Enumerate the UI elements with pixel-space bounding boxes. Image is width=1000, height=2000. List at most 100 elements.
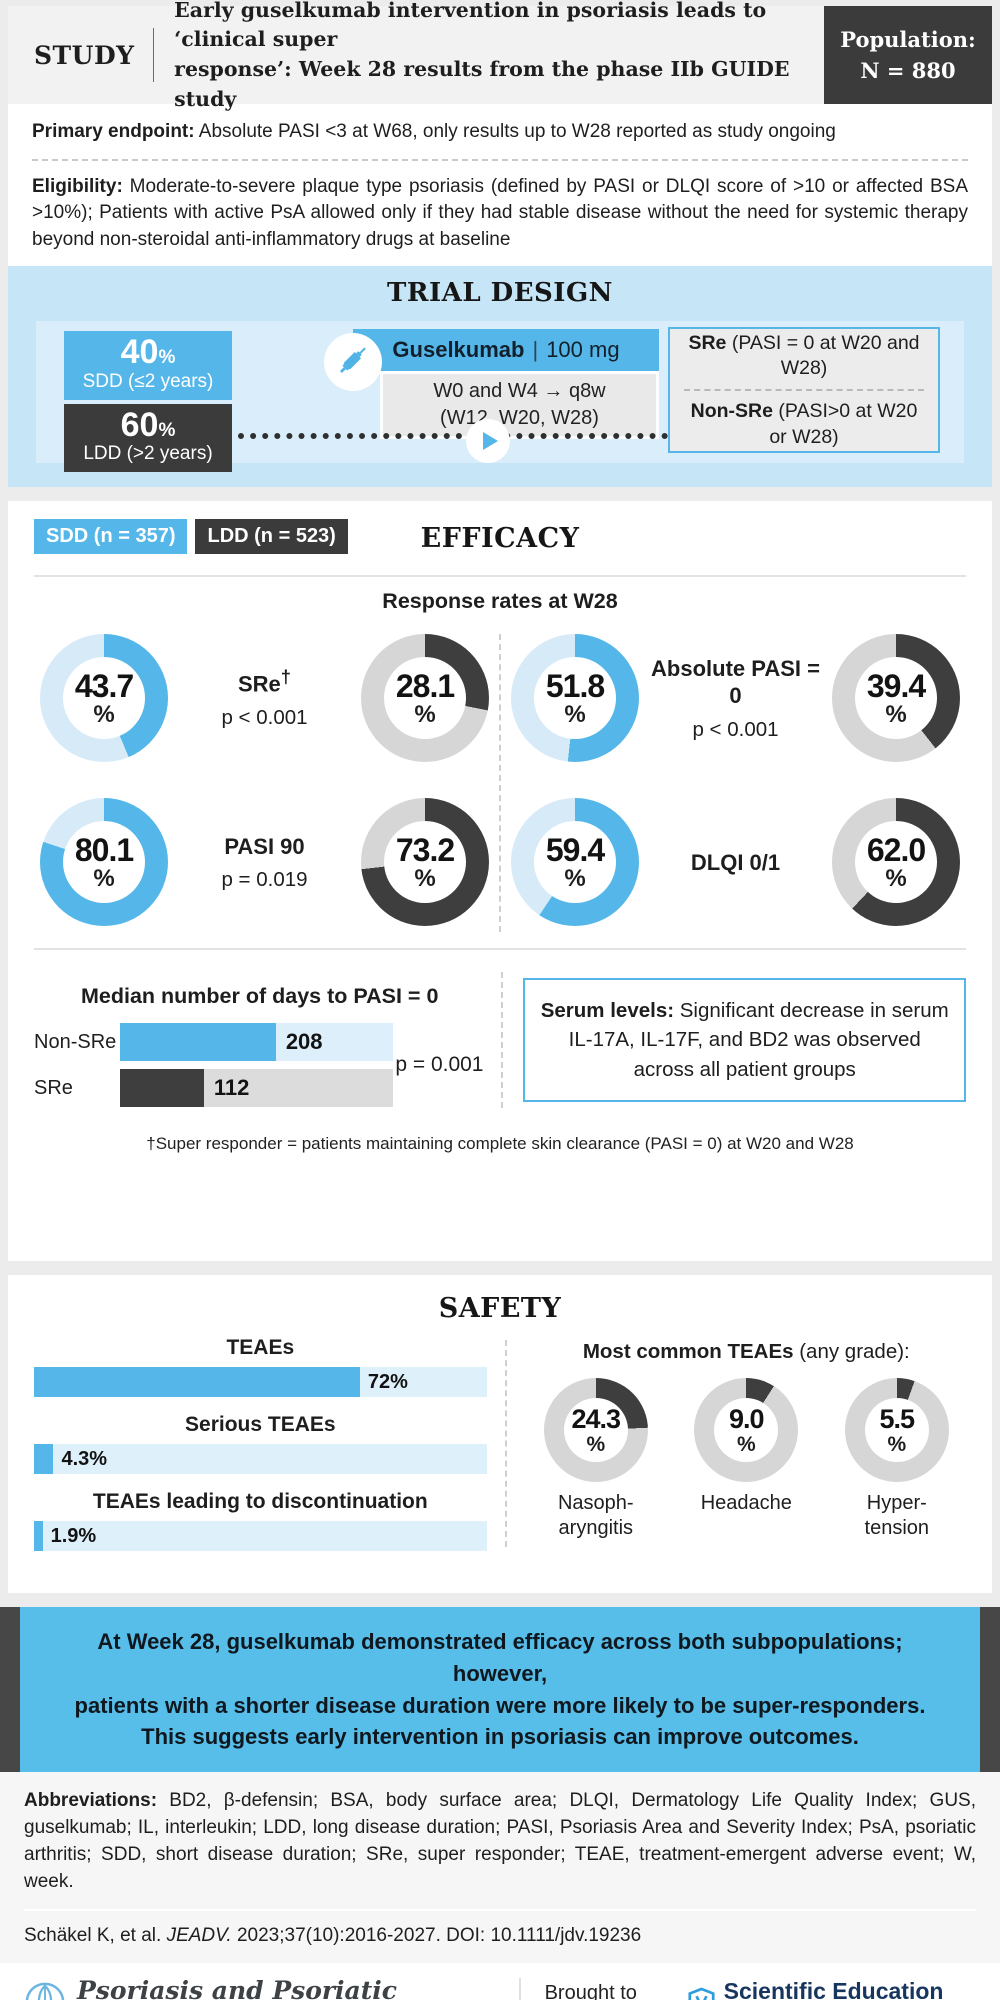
divider (34, 948, 966, 951)
nasopharyngitis-donut: 24.3 % (543, 1378, 648, 1483)
population-label: Population: (840, 26, 976, 52)
nasopharyngitis-cell: 24.3 % Nasoph- aryngitis (527, 1378, 665, 1541)
efficacy-section: SDD (n = 357) LDD (n = 523) EFFICACY Res… (8, 501, 992, 1262)
median-days-chart: Median number of days to PASI = 0 Non-SR… (34, 968, 497, 1111)
shield-icon (688, 1987, 715, 2000)
dashed-divider (32, 158, 968, 161)
nonsre-definition: Non-SRe (PASI>0 at W20 or W28) (684, 399, 924, 450)
primary-endpoint-text: Absolute PASI <3 at W68, only results up… (194, 121, 836, 142)
header-divider (152, 28, 155, 82)
median-p-value: p = 0.001 (395, 1053, 484, 1077)
metric-sre: 43.7 % SRe† p < 0.001 28.1 % (34, 634, 495, 763)
safety-bars: TEAEs 72% Serious TEAEs 4.3% TEAEs leadi… (34, 1336, 501, 1552)
vertical-dashed-divider (501, 972, 504, 1108)
sdd-badge: 40% SDD (≤2 years) (64, 331, 232, 400)
bar-row-nonsre: Non-SRe 208 (34, 1023, 394, 1062)
trial-design-panel: 40% SDD (≤2 years) 60% LDD (>2 years) (36, 321, 964, 472)
abbreviations: Abbreviations: BD2, β-defensin; BSA, bod… (24, 1790, 976, 1892)
ldd-label: LDD (>2 years) (83, 443, 213, 465)
response-donut-grid: 43.7 % SRe† p < 0.001 28.1 % (34, 630, 966, 936)
ldd-percent: 60 (120, 405, 159, 444)
ldd-chip: LDD (n = 523) (195, 519, 348, 555)
sdd-label: SDD (≤2 years) (82, 370, 214, 392)
vertical-dashed-divider (499, 634, 501, 933)
common-teaes-title: Most common TEAEs (582, 1340, 794, 1364)
discontinuation-bar-group: TEAEs leading to discontinuation 1.9% (34, 1490, 487, 1552)
ses-logo: Scientific Education Support (688, 1978, 976, 2000)
hub-logo: Psoriasis and Psoriatic Arthritis Hub (24, 1976, 493, 2000)
hypertension-donut: 5.5 % (844, 1378, 949, 1483)
abbreviations-label: Abbreviations: (24, 1790, 158, 1812)
outcome-divider (684, 389, 924, 392)
teae-bar (34, 1367, 360, 1398)
sre-sdd-donut: 43.7 % (40, 634, 168, 763)
dlqi-sdd-donut: 59.4 % (511, 798, 639, 927)
dlqi-ldd-donut: 62.0 % (832, 798, 960, 927)
drug-separator: | (532, 337, 539, 363)
dosing-line-1: W0 and W4 → q8w (433, 380, 606, 403)
population-value: N = 880 (860, 58, 956, 83)
study-block: STUDY Early guselkumab intervention in p… (8, 0, 824, 111)
sre-ldd-donut: 28.1 % (361, 634, 489, 763)
eligibility-label: Eligibility: (32, 175, 123, 197)
abbreviations-section: Abbreviations: BD2, β-defensin; BSA, bod… (0, 1772, 1000, 1963)
nonsre-definition-label: Non-SRe (690, 400, 773, 423)
drug-box: Guselkumab | 100 mg (353, 329, 659, 372)
ldd-badge: 60% LDD (>2 years) (64, 403, 232, 472)
sre-definition-label: SRe (688, 331, 727, 354)
intro-section: Primary endpoint: Absolute PASI <3 at W6… (8, 104, 992, 267)
vertical-dashed-divider (504, 1340, 507, 1548)
population-box: Population: N = 880 (824, 6, 992, 104)
hypertension-cell: 5.5 % Hyper- tension (828, 1378, 966, 1541)
primary-endpoint: Primary endpoint: Absolute PASI <3 at W6… (32, 119, 968, 146)
nonsre-bar (120, 1023, 276, 1062)
sdd-chip: SDD (n = 357) (34, 519, 188, 555)
dosing-line-2: (W12, W20, W28) (440, 407, 599, 430)
study-label: STUDY (34, 40, 135, 70)
header: STUDY Early guselkumab intervention in p… (8, 0, 992, 111)
hub-name: Psoriasis and Psoriatic Arthritis Hub (77, 1975, 398, 2000)
title-line-1: Early guselkumab intervention in psorias… (174, 0, 767, 52)
ses-name: Scientific Education Support (723, 1977, 944, 2000)
safety-title: SAFETY (438, 1293, 562, 1325)
trial-design-title: TRIAL DESIGN (387, 278, 613, 309)
title-line-2: response’: Week 28 results from the phas… (174, 57, 790, 111)
conclusion-box: At Week 28, guselkumab demonstrated effi… (20, 1607, 980, 1773)
serious-teae-bar (34, 1444, 54, 1475)
response-rates-subtitle: Response rates at W28 (382, 589, 618, 614)
footer-divider (518, 1977, 521, 2000)
ldd-percent-sign: % (158, 419, 176, 441)
primary-endpoint-label: Primary endpoint: (32, 121, 195, 142)
super-responder-footnote: †Super responder = patients maintaining … (146, 1133, 854, 1153)
conclusion-band: At Week 28, guselkumab demonstrated effi… (0, 1607, 1000, 1773)
pasi90-sdd-donut: 80.1 % (40, 798, 168, 927)
efficacy-bottom-row: Median number of days to PASI = 0 Non-SR… (34, 962, 966, 1115)
brought-to-you-by: Brought to you by (544, 1981, 637, 2000)
safety-section: SAFETY TEAEs 72% Serious TEAEs 4.3% (8, 1275, 992, 1594)
sdd-percent-sign: % (158, 347, 176, 369)
discontinuation-bar (34, 1521, 43, 1552)
sre-definition: SRe (PASI = 0 at W20 and W28) (684, 331, 924, 382)
syringe-badge (324, 333, 382, 392)
median-days-title: Median number of days to PASI = 0 (81, 984, 439, 1009)
teae-bar-group: TEAEs 72% (34, 1336, 487, 1398)
pasi90-ldd-donut: 73.2 % (361, 798, 489, 927)
nonsre-definition-text: (PASI>0 at W20 or W28) (769, 400, 918, 448)
leaf-icon (24, 1981, 66, 2000)
common-teaes: Most common TEAEs (any grade): 24.3 % Na… (511, 1336, 966, 1551)
page-title: Early guselkumab intervention in psorias… (174, 0, 808, 114)
section-gap (0, 487, 1000, 501)
serious-teae-bar-group: Serious TEAEs 4.3% (34, 1413, 487, 1475)
site-footer: Psoriasis and Psoriatic Arthritis Hub Br… (0, 1962, 1000, 2000)
drug-name: Guselkumab (392, 337, 525, 363)
serum-text: Significant decrease in serum IL-17A, IL… (568, 999, 949, 1081)
trial-design-section: TRIAL DESIGN 40% SDD (≤2 years) 60% LDD … (8, 266, 992, 488)
eligibility: Eligibility: Moderate-to-severe plaque t… (32, 174, 968, 254)
metric-dlqi: 59.4 % DLQI 0/1 62.0 % (505, 798, 966, 927)
efficacy-header: SDD (n = 357) LDD (n = 523) EFFICACY (34, 517, 966, 563)
dosing-box: W0 and W4 → q8w (W12, W20, W28) (380, 371, 659, 440)
eligibility-text: Moderate-to-severe plaque type psoriasis… (32, 175, 968, 250)
divider (24, 1908, 976, 1911)
serum-label: Serum levels: (540, 999, 675, 1023)
